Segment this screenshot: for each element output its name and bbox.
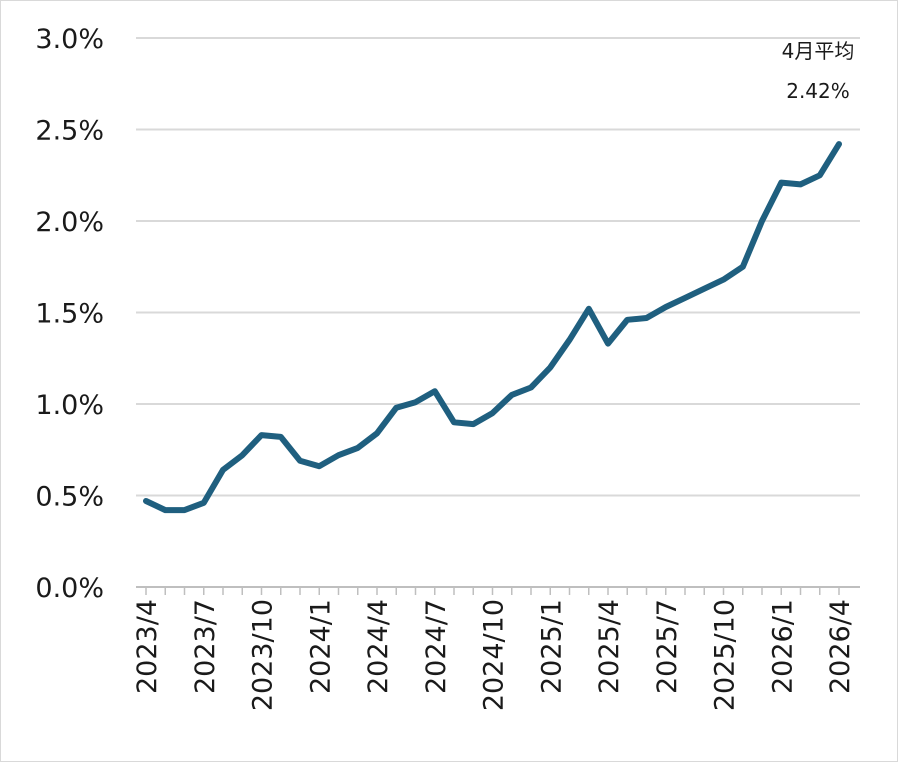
data-point — [374, 430, 380, 436]
data-point — [143, 498, 149, 504]
series-line — [143, 141, 842, 514]
data-point — [528, 385, 534, 391]
data-point — [297, 458, 303, 464]
data-point — [605, 341, 611, 347]
y-tick-label: 1.5% — [35, 299, 104, 330]
x-tick-label: 2024/4 — [363, 599, 394, 694]
y-tick-label: 2.0% — [35, 207, 104, 238]
x-tick-label: 2023/10 — [248, 599, 279, 711]
y-tick-label: 3.0% — [35, 24, 104, 55]
data-point — [663, 304, 669, 310]
data-point — [740, 264, 746, 270]
y-tick-label: 1.0% — [35, 390, 104, 421]
data-point — [644, 315, 650, 321]
data-point — [470, 421, 476, 427]
data-point — [451, 419, 457, 425]
data-point — [278, 434, 284, 440]
gridlines — [136, 37, 860, 497]
x-axis: 2023/4 2023/7 2023/10 2024/1 2024/4 2024/7 202… — [132, 586, 860, 711]
data-point — [336, 452, 342, 458]
y-axis: 0.0% 0.5% 1.0% 1.5% 2.0% 2.5% 3.0% — [35, 24, 104, 604]
data-point — [567, 337, 573, 343]
x-tick-label: 2026/1 — [767, 599, 798, 694]
data-point — [182, 507, 188, 513]
x-tick-label: 2025/4 — [594, 599, 625, 694]
data-point — [162, 507, 168, 513]
x-tick-label: 2024/10 — [479, 599, 510, 711]
data-point — [220, 467, 226, 473]
x-tick-label: 2024/1 — [305, 599, 336, 694]
x-tick-label: 2023/4 — [132, 599, 163, 694]
data-point — [413, 399, 419, 405]
data-point — [355, 445, 361, 451]
data-point — [316, 463, 322, 469]
data-point — [201, 500, 207, 506]
annotation-value: 2.42% — [786, 79, 850, 103]
x-tick-label: 2025/1 — [536, 599, 567, 694]
data-point — [798, 181, 804, 187]
data-point — [836, 141, 842, 147]
data-point — [759, 218, 765, 224]
x-tick-label: 2025/7 — [652, 599, 683, 694]
series — [143, 141, 842, 514]
data-point — [682, 295, 688, 301]
x-tick-label: 2025/10 — [710, 599, 741, 711]
data-point — [432, 388, 438, 394]
x-tick-label: 2023/7 — [190, 599, 221, 694]
data-point — [509, 392, 515, 398]
data-point — [547, 364, 553, 370]
data-point — [490, 410, 496, 416]
y-tick-label: 0.5% — [35, 482, 104, 513]
data-point — [701, 286, 707, 292]
data-point — [239, 452, 245, 458]
annotation-label: 4月平均 — [782, 39, 855, 63]
data-point — [778, 180, 784, 186]
data-point — [393, 405, 399, 411]
x-tick-label: 2026/4 — [825, 599, 856, 694]
data-point — [586, 306, 592, 312]
x-tick-label: 2024/7 — [421, 599, 452, 694]
y-tick-label: 2.5% — [35, 116, 104, 147]
data-point — [624, 317, 630, 323]
data-point — [817, 172, 823, 178]
data-point — [721, 277, 727, 283]
y-tick-label: 0.0% — [35, 573, 104, 604]
data-point — [259, 432, 265, 438]
